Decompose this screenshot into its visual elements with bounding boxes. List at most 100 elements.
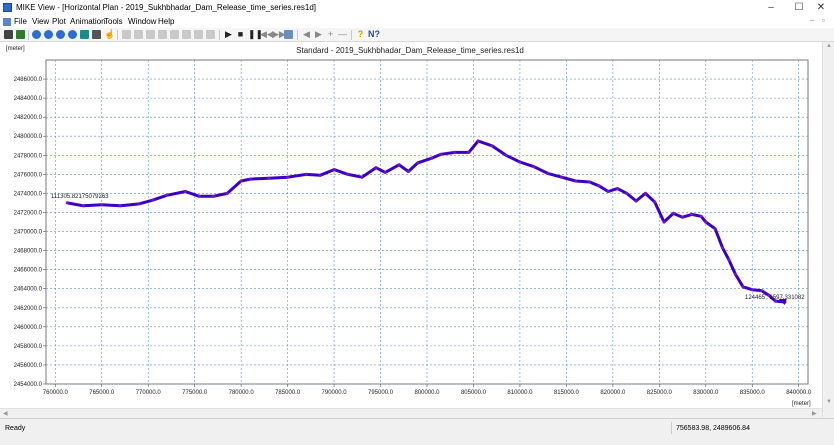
branch-point: [467, 150, 471, 154]
close-button[interactable]: ✕: [816, 2, 826, 13]
branch-point: [81, 204, 85, 208]
context-help-icon[interactable]: N?: [368, 29, 380, 39]
minimize-button[interactable]: –: [768, 2, 774, 13]
branch-point: [773, 299, 778, 303]
x-tick-label: 805000.0: [461, 390, 487, 396]
y-axis-ticks: 2454000.0 2456000.0 2458000.0 2460000.0 2462…: [14, 77, 46, 388]
x-unit-label: [meter]: [792, 401, 811, 407]
zoom-out-icon[interactable]: [44, 30, 53, 39]
mdi-minimize-button[interactable]: –: [810, 16, 815, 25]
y-tick-label: 2484000.0: [14, 96, 43, 102]
play-icon[interactable]: ▶: [225, 29, 232, 39]
menu-help[interactable]: Help: [158, 17, 175, 26]
graphic-layer-icon[interactable]: [122, 30, 131, 39]
scroll-left-arrow-icon[interactable]: ◀: [3, 411, 8, 417]
profile-icon[interactable]: [146, 30, 155, 39]
settings-icon[interactable]: [170, 30, 179, 39]
maximize-button[interactable]: ☐: [794, 2, 804, 13]
print-icon[interactable]: [4, 30, 13, 39]
open-icon[interactable]: [16, 30, 25, 39]
branch-point: [615, 187, 620, 191]
menu-file[interactable]: File: [14, 17, 27, 26]
branch-point: [662, 220, 666, 224]
y-tick-label: 2456000.0: [14, 363, 43, 369]
y-tick-label: 2466000.0: [14, 268, 43, 274]
step-icon[interactable]: [284, 30, 293, 39]
pan-icon[interactable]: ☝: [104, 29, 116, 39]
step-forward-icon[interactable]: ▶: [315, 29, 322, 39]
mdi-restore-button[interactable]: ▫: [822, 16, 825, 25]
zoom-full-icon[interactable]: [68, 30, 77, 39]
x-tick-label: 800000.0: [414, 390, 440, 396]
help-icon[interactable]: ?: [357, 29, 364, 39]
fast-forward-icon[interactable]: ▶▶: [272, 29, 286, 39]
window-title: MIKE View - [Horizontal Plan - 2019_Sukh…: [16, 3, 317, 12]
display-icon[interactable]: [134, 30, 143, 39]
horizontal-scrollbar[interactable]: ◀ ▶: [0, 408, 822, 418]
branch-point: [225, 191, 229, 195]
horizontal-plan-plot[interactable]: Standard - 2019_Sukhbhadar_Dam_Release_t…: [0, 42, 822, 417]
plot-canvas[interactable]: Standard - 2019_Sukhbhadar_Dam_Release_t…: [0, 42, 822, 417]
branch-point: [118, 204, 122, 208]
branch-point: [643, 191, 648, 195]
branch-point: [406, 169, 410, 174]
x-tick-label: 795000.0: [368, 390, 394, 396]
x-tick-label: 815000.0: [554, 390, 580, 396]
time-series-icon[interactable]: [158, 30, 167, 39]
menu-animation[interactable]: Animation: [70, 17, 106, 26]
branch-point: [634, 199, 638, 203]
branch-point: [597, 184, 601, 188]
zoom-previous-icon[interactable]: [80, 30, 89, 39]
grid-lines: [46, 60, 808, 385]
stop-icon[interactable]: ■: [237, 29, 244, 39]
scroll-down-arrow-icon[interactable]: ▼: [826, 399, 832, 405]
pause-icon[interactable]: ❚❚: [248, 29, 264, 39]
branch-point: [267, 176, 271, 180]
q-h-icon[interactable]: [194, 30, 203, 39]
branch-point: [383, 170, 387, 174]
branch-point: [416, 161, 420, 165]
longitudinal-icon[interactable]: [182, 30, 191, 39]
branch-point: [453, 150, 457, 154]
x-tick-label: 810000.0: [507, 390, 533, 396]
remove-icon[interactable]: —: [338, 29, 347, 39]
river-branch-series: [65, 139, 787, 306]
toolbar-separator: [28, 30, 29, 40]
selection-filter-icon[interactable]: [206, 30, 215, 39]
add-icon[interactable]: +: [327, 29, 334, 39]
step-back-icon[interactable]: ◀: [303, 29, 310, 39]
select-icon[interactable]: [92, 30, 101, 39]
x-axis-ticks: 760000.0 765000.0 770000.0 775000.0 780000.0…: [43, 384, 812, 396]
y-tick-label: 2464000.0: [14, 287, 43, 293]
vertical-scrollbar[interactable]: ▲ ▼: [822, 42, 834, 417]
rewind-icon[interactable]: ◀◀: [260, 29, 274, 39]
scroll-right-arrow-icon[interactable]: ▶: [812, 411, 817, 417]
menu-window[interactable]: Window: [128, 17, 157, 26]
title-bar: MIKE View - [Horizontal Plan - 2019_Sukh…: [0, 0, 834, 16]
branch-point: [625, 191, 629, 195]
x-tick-label: 760000.0: [43, 390, 69, 396]
branch-polyline[interactable]: [65, 139, 787, 304]
y-tick-label: 2468000.0: [14, 249, 43, 255]
branch-point: [397, 163, 401, 167]
zoom-window-icon[interactable]: [56, 30, 65, 39]
branch-point: [239, 179, 243, 183]
branch-point: [653, 200, 657, 204]
mike-view-app-icon[interactable]: [3, 3, 12, 12]
branch-point: [374, 166, 378, 170]
document-window-icon[interactable]: [3, 18, 11, 26]
y-tick-label: 2480000.0: [14, 134, 43, 140]
toolbar: ☝ ▶ ■ ❚❚ ◀◀ ▶▶ ◀ ▶ + — ? N?: [0, 28, 834, 42]
x-tick-label: 840000.0: [786, 390, 812, 396]
scroll-up-arrow-icon[interactable]: ▲: [826, 43, 832, 49]
y-tick-label: 2478000.0: [14, 153, 43, 159]
branch-point: [588, 180, 592, 184]
branch-point: [197, 194, 201, 198]
y-tick-label: 2472000.0: [14, 210, 43, 216]
zoom-in-icon[interactable]: [32, 30, 41, 39]
menu-view[interactable]: View: [32, 17, 50, 26]
menu-tools[interactable]: Tools: [104, 17, 123, 26]
toolbar-separator: [117, 30, 118, 40]
menu-plot[interactable]: Plot: [52, 17, 66, 26]
branch-point: [671, 211, 675, 215]
